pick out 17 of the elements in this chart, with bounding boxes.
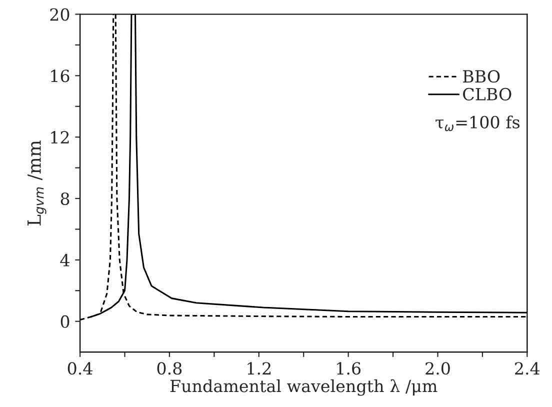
- x-tick-label: 0.8: [157, 362, 182, 375]
- legend-label: BBO: [463, 70, 500, 83]
- x-tick-label: 2.0: [426, 362, 450, 375]
- x-axis-title: Fundamental wavelength λ /μm: [170, 379, 438, 396]
- y-tick-label: 0: [60, 315, 70, 328]
- y-tick-label: 12: [51, 131, 69, 144]
- legend-label: CLBO: [463, 88, 512, 100]
- y-tick-label: 20: [50, 8, 70, 21]
- y-tick-label: 4: [60, 254, 70, 266]
- y-axis-title: L$_{gvm}$ /mm: [28, 140, 46, 226]
- y-tick-label: 8: [60, 192, 70, 206]
- x-tick-label: 1.2: [248, 362, 271, 375]
- annotation: τ$_{ω}$=100 fs: [436, 116, 520, 132]
- x-tick-label: 1.6: [337, 362, 361, 375]
- y-tick-label: 16: [51, 70, 70, 82]
- x-tick-label: 0.4: [68, 362, 92, 375]
- x-tick-label: 2.4: [515, 362, 540, 375]
